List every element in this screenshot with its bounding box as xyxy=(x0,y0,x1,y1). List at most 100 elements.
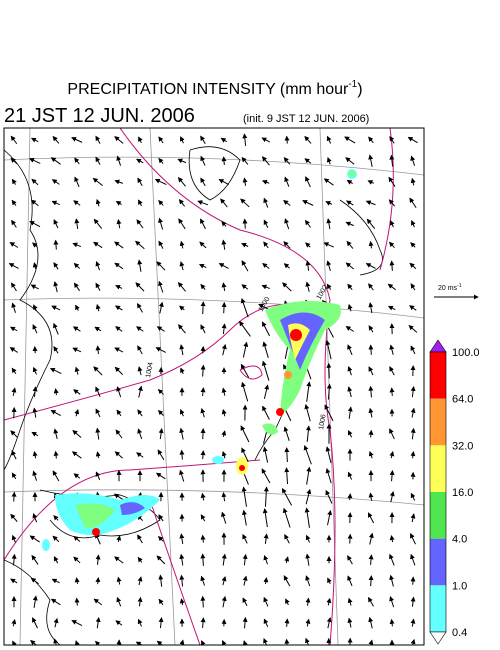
wind-arrow xyxy=(410,220,416,228)
wind-arrow xyxy=(200,345,206,354)
wind-arrow xyxy=(221,640,227,645)
wind-arrow xyxy=(365,263,376,269)
wind-arrow xyxy=(303,444,312,465)
wind-arrow xyxy=(240,297,249,318)
wind-arrow xyxy=(29,220,41,228)
wind-arrow xyxy=(326,362,332,379)
wind-arrow xyxy=(389,535,395,543)
wind-arrow xyxy=(156,555,166,565)
wind-arrow xyxy=(156,261,166,271)
wind-arrow xyxy=(263,554,269,565)
wind-arrow xyxy=(53,322,59,335)
wind-arrow xyxy=(263,241,269,249)
wind-arrow xyxy=(305,176,311,188)
wind-arrow xyxy=(368,407,374,418)
wind-arrow xyxy=(367,512,375,524)
wind-arrow xyxy=(200,387,206,397)
wind-arrow xyxy=(261,321,271,337)
wind-arrow xyxy=(389,574,395,587)
wind-arrow xyxy=(95,471,101,481)
wind-arrow xyxy=(74,408,80,417)
wind-arrow xyxy=(261,360,270,381)
wind-arrow xyxy=(284,218,290,230)
wind-arrow xyxy=(305,242,311,248)
wind-arrow xyxy=(179,427,185,440)
wind-arrow xyxy=(53,515,59,521)
wind-arrow xyxy=(347,283,353,291)
wind-arrow xyxy=(114,347,124,353)
wind-arrow xyxy=(410,533,416,545)
wind-arrow xyxy=(261,137,271,143)
wind-arrow xyxy=(368,554,374,565)
wind-arrow xyxy=(305,425,311,442)
wind-arrow xyxy=(304,135,312,144)
wind-arrow xyxy=(52,535,60,543)
wind-arrow xyxy=(284,135,290,144)
wind-arrow xyxy=(53,388,59,396)
wind-arrow xyxy=(325,468,332,484)
wind-arrow xyxy=(115,620,123,626)
wind-arrow xyxy=(116,218,122,229)
wind-arrow xyxy=(11,553,17,566)
wind-arrow xyxy=(263,533,269,544)
wind-arrow xyxy=(199,241,207,249)
isobar-label: 1004 xyxy=(145,362,155,379)
wind-arrow xyxy=(283,426,290,441)
wind-arrow xyxy=(157,388,164,395)
wind-arrow xyxy=(11,282,17,292)
wind-arrow xyxy=(283,199,291,206)
wind-arrow xyxy=(137,409,143,417)
colorbar-label: 0.4 xyxy=(452,627,467,639)
wind-arrow xyxy=(346,240,354,249)
wind-arrow xyxy=(241,260,249,272)
colorbar xyxy=(429,339,447,645)
wind-arrow xyxy=(49,367,62,375)
wind-arrow xyxy=(240,425,250,443)
wind-arrow xyxy=(29,158,41,164)
wind-arrow xyxy=(323,178,334,186)
wind-arrow xyxy=(304,403,311,422)
wind-arrow xyxy=(326,597,332,606)
wind-arrow xyxy=(302,200,314,206)
wind-arrow xyxy=(135,282,145,292)
wind-arrow xyxy=(179,533,185,544)
wind-arrow xyxy=(51,200,60,206)
wind-arrow xyxy=(95,427,101,440)
wind-arrow xyxy=(346,179,353,185)
wind-arrow xyxy=(74,640,80,645)
wind-arrow xyxy=(10,430,18,438)
wind-arrow xyxy=(368,240,374,249)
wind-arrow xyxy=(282,282,292,292)
wind-arrow xyxy=(32,450,38,459)
wind-arrow xyxy=(387,305,396,311)
wind-arrow xyxy=(158,574,164,587)
wind-arrow xyxy=(200,324,206,334)
wind-arrow xyxy=(73,389,81,395)
wind-arrow xyxy=(347,533,353,544)
wind-arrow xyxy=(53,556,59,564)
wind-arrow xyxy=(114,451,123,459)
wind-arrow xyxy=(263,197,269,208)
wind-arrow xyxy=(368,385,374,398)
wind-arrow xyxy=(95,554,101,565)
wind-arrow xyxy=(116,409,122,417)
wind-arrow xyxy=(389,154,395,167)
wind-arrow xyxy=(116,535,122,543)
wind-arrow xyxy=(157,535,164,542)
wind-arrow xyxy=(31,178,39,186)
colorbar-label: 16.0 xyxy=(452,487,473,499)
wind-arrow xyxy=(326,218,332,230)
wind-arrow xyxy=(73,282,80,292)
wind-arrow xyxy=(53,638,59,645)
wind-arrow xyxy=(11,178,17,185)
wind-arrow xyxy=(281,487,293,506)
wind-arrow xyxy=(179,469,185,482)
wind-arrow xyxy=(10,513,18,522)
colorbar-label: 1.0 xyxy=(452,580,467,592)
wind-arrow xyxy=(221,220,227,227)
wind-arrow xyxy=(114,305,123,311)
wind-arrow xyxy=(116,386,122,398)
wind-arrow xyxy=(8,263,19,269)
wind-vectors xyxy=(8,133,418,645)
